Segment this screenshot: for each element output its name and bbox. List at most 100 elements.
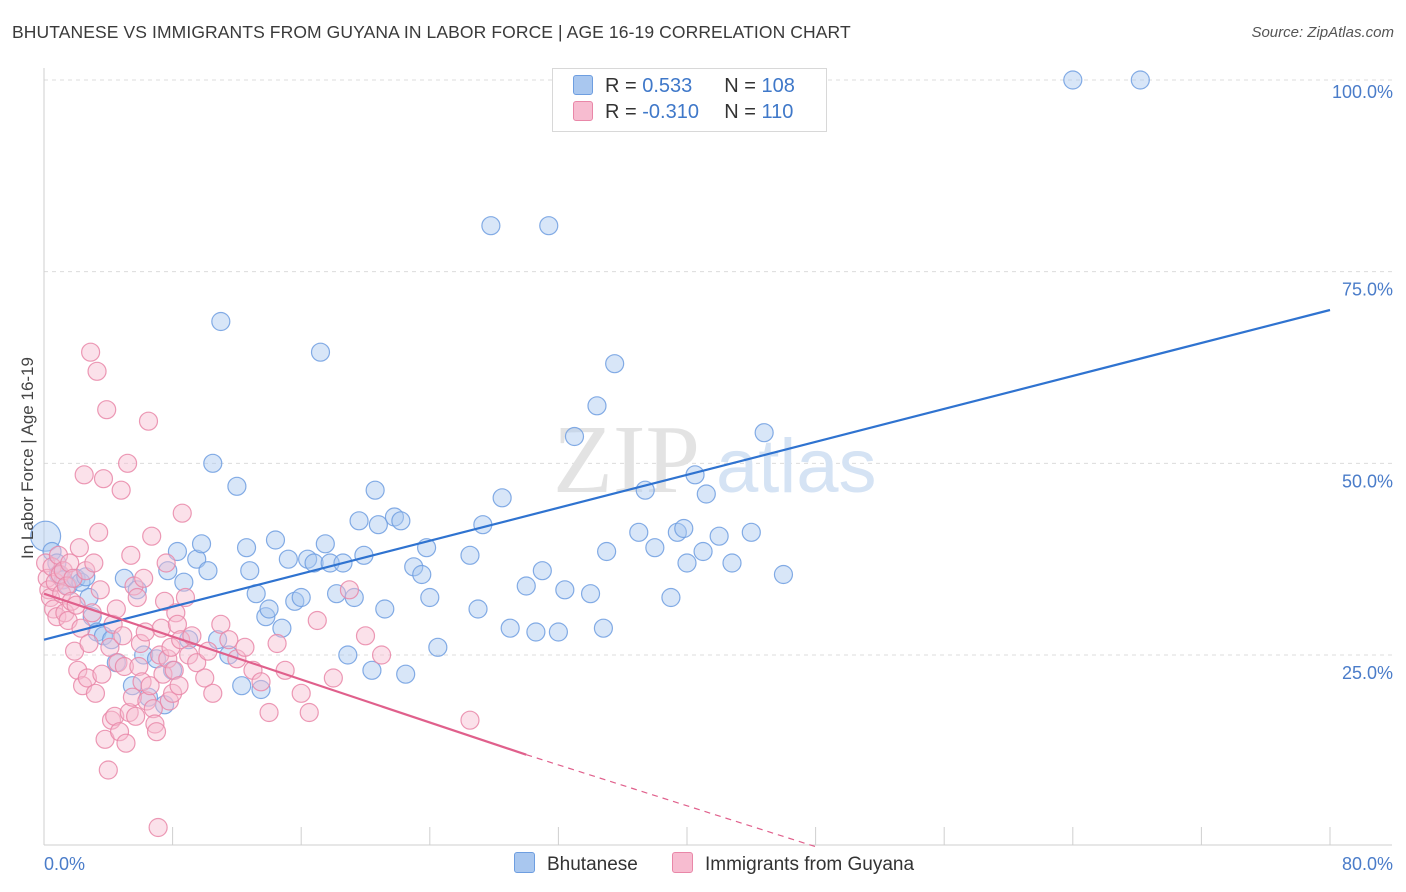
trend-line-bhutanese <box>43 308 1331 641</box>
point-guyana <box>79 633 99 654</box>
point-guyana <box>114 656 134 677</box>
point-guyana <box>84 553 104 573</box>
point-guyana <box>76 561 96 581</box>
point-guyana <box>55 603 75 623</box>
point-guyana <box>134 568 154 588</box>
point-guyana <box>130 633 151 654</box>
gridlines <box>44 79 1392 656</box>
point-bhutanese <box>404 557 424 577</box>
point-guyana <box>117 453 138 473</box>
trend-line-guyana <box>43 592 527 756</box>
point-guyana <box>161 637 181 657</box>
bottom-legend-swatch-bhutanese <box>514 852 535 873</box>
point-bhutanese <box>338 645 358 665</box>
y-tick-label: 75.0% <box>1342 280 1393 300</box>
bottom-legend-label: Bhutanese <box>547 854 638 875</box>
point-bhutanese <box>548 622 569 642</box>
point-guyana <box>100 637 120 657</box>
point-bhutanese <box>428 637 448 657</box>
bottom-legend-bhutanese: Bhutanese <box>514 852 638 876</box>
point-guyana <box>159 691 179 711</box>
point-guyana <box>148 817 168 838</box>
point-guyana <box>195 668 215 688</box>
point-guyana <box>122 687 143 707</box>
trend-line-extension-guyana <box>526 754 816 848</box>
x-tick-left: 0.0% <box>44 854 85 874</box>
point-bhutanese <box>555 580 575 600</box>
point-bhutanese <box>256 607 276 627</box>
point-guyana <box>40 587 61 608</box>
point-guyana <box>158 649 178 669</box>
stats-legend: R = 0.533 N = 108 R = -0.310 N = 110 <box>552 68 827 132</box>
bottom-legend-label: Immigrants from Guyana <box>705 854 915 875</box>
point-guyana <box>97 400 117 420</box>
point-bhutanese <box>661 587 681 608</box>
point-bhutanese <box>272 618 292 638</box>
point-bhutanese <box>674 518 694 539</box>
legend-r-label: R = <box>605 101 643 123</box>
point-bhutanese <box>191 534 212 554</box>
point-bhutanese <box>693 541 713 562</box>
point-bhutanese <box>391 511 411 531</box>
trend-lines <box>43 308 1331 848</box>
point-bhutanese <box>211 311 231 332</box>
point-bhutanese <box>304 553 324 573</box>
series-guyana <box>36 342 480 838</box>
point-guyana <box>113 626 133 646</box>
point-bhutanese <box>741 522 761 542</box>
point-bhutanese <box>645 538 665 558</box>
point-guyana <box>146 722 167 742</box>
series-bhutanese <box>30 70 1150 715</box>
point-guyana <box>124 576 144 596</box>
point-guyana <box>163 683 183 703</box>
point-guyana <box>172 503 192 523</box>
legend-n-label: N = <box>724 101 762 123</box>
point-bhutanese <box>593 618 614 638</box>
point-guyana <box>111 480 131 500</box>
point-bhutanese <box>167 541 188 562</box>
point-guyana <box>121 545 141 565</box>
point-bhutanese <box>310 342 331 362</box>
legend-row-bhutanese: R = 0.533 N = 108 <box>573 75 795 99</box>
point-guyana <box>156 553 176 573</box>
point-bhutanese <box>291 587 311 608</box>
point-bhutanese <box>500 618 520 638</box>
point-bhutanese <box>236 538 257 558</box>
point-bhutanese <box>396 664 416 684</box>
point-guyana <box>105 706 125 726</box>
point-bhutanese <box>349 511 369 531</box>
point-guyana <box>164 660 184 680</box>
point-guyana <box>355 626 376 646</box>
point-bhutanese <box>30 520 62 552</box>
point-bhutanese <box>227 476 247 496</box>
bottom-legend-guyana: Immigrants from Guyana <box>672 852 914 876</box>
y-tick-label: 25.0% <box>1342 663 1393 683</box>
point-guyana <box>69 538 89 558</box>
point-bhutanese <box>134 645 154 665</box>
legend-n-label: N = <box>724 75 762 97</box>
point-bhutanese <box>677 553 697 573</box>
point-guyana <box>98 760 118 780</box>
point-guyana <box>211 614 231 634</box>
point-guyana <box>187 653 207 673</box>
legend-swatch-guyana <box>573 101 593 121</box>
point-bhutanese <box>101 630 122 650</box>
point-bhutanese <box>203 453 223 473</box>
point-guyana <box>89 522 109 542</box>
point-bhutanese <box>773 564 794 585</box>
point-guyana <box>126 706 146 726</box>
point-bhutanese <box>375 599 395 619</box>
point-guyana <box>81 342 101 362</box>
legend-n-value: 108 <box>761 75 795 97</box>
point-bhutanese <box>365 480 385 500</box>
point-bhutanese <box>278 549 298 569</box>
point-guyana <box>90 580 110 600</box>
point-guyana <box>85 683 106 703</box>
point-guyana <box>291 683 311 703</box>
point-guyana <box>235 637 255 657</box>
point-bhutanese <box>174 572 194 592</box>
point-guyana <box>203 683 223 703</box>
point-guyana <box>60 553 80 573</box>
point-guyana <box>151 618 171 638</box>
point-bhutanese <box>114 568 134 588</box>
